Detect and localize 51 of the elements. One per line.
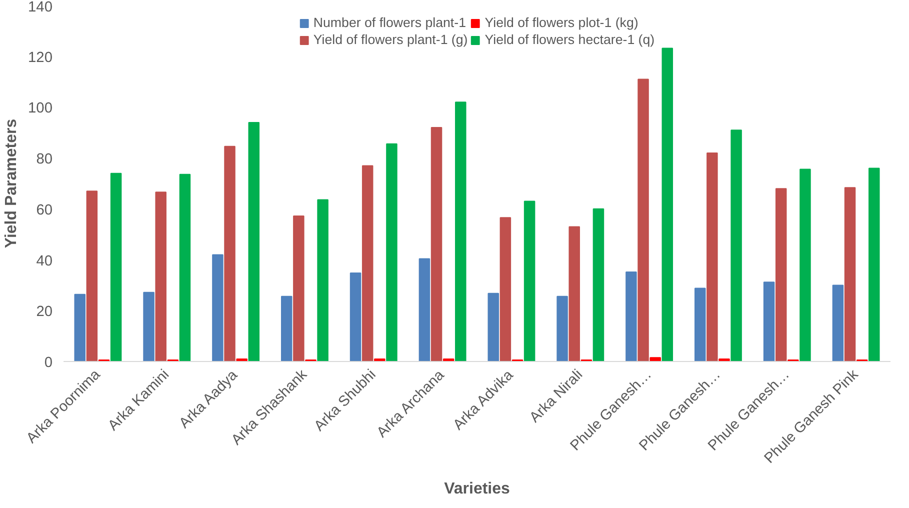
legend-label: Yield of flowers hectare-1 (q) — [484, 32, 655, 47]
y-tick-label: 20 — [36, 304, 53, 320]
bar — [86, 190, 98, 362]
bar — [524, 200, 536, 362]
bar — [143, 292, 154, 362]
bar — [317, 199, 328, 362]
bar — [626, 271, 637, 362]
bar — [868, 168, 880, 362]
bar — [224, 146, 236, 362]
bar — [430, 127, 442, 362]
bar — [763, 282, 775, 362]
bar — [775, 188, 787, 362]
legend-label: Number of flowers plant-1 — [313, 15, 466, 30]
bar — [592, 208, 604, 362]
bar — [706, 152, 718, 362]
bar — [694, 288, 706, 362]
bar — [155, 192, 166, 362]
y-tick-label: 40 — [36, 253, 53, 270]
bar — [280, 296, 292, 362]
bar — [638, 78, 649, 362]
bar — [488, 292, 499, 362]
y-tick-label: 140 — [28, 0, 53, 16]
y-tick-label: 60 — [36, 202, 53, 218]
bar — [293, 216, 304, 362]
bar — [362, 165, 374, 362]
bar — [556, 296, 568, 362]
legend-label: Yield of flowers plot-1 (kg) — [484, 15, 638, 30]
bar — [650, 357, 661, 362]
bar — [730, 130, 742, 362]
y-axis-title: Yield Parameters — [3, 118, 20, 248]
bar — [248, 122, 260, 362]
bar — [350, 272, 362, 362]
bar — [110, 172, 122, 362]
y-tick-label: 0 — [44, 355, 53, 371]
y-tick-label: 120 — [28, 50, 53, 66]
bar — [568, 226, 580, 362]
bar — [800, 168, 811, 362]
bar — [386, 143, 398, 362]
bar — [179, 174, 191, 362]
bar — [844, 187, 856, 362]
bar — [455, 102, 466, 362]
bar — [418, 258, 430, 362]
x-axis-title: Varieties — [444, 480, 510, 498]
bar — [832, 284, 844, 362]
y-tick-label: 100 — [28, 100, 53, 117]
bar — [662, 48, 674, 362]
legend-label: Yield of flowers plant-1 (g) — [313, 32, 468, 47]
bar — [212, 254, 224, 362]
bar — [500, 217, 512, 362]
bar — [74, 294, 86, 362]
y-tick-label: 80 — [36, 152, 53, 168]
